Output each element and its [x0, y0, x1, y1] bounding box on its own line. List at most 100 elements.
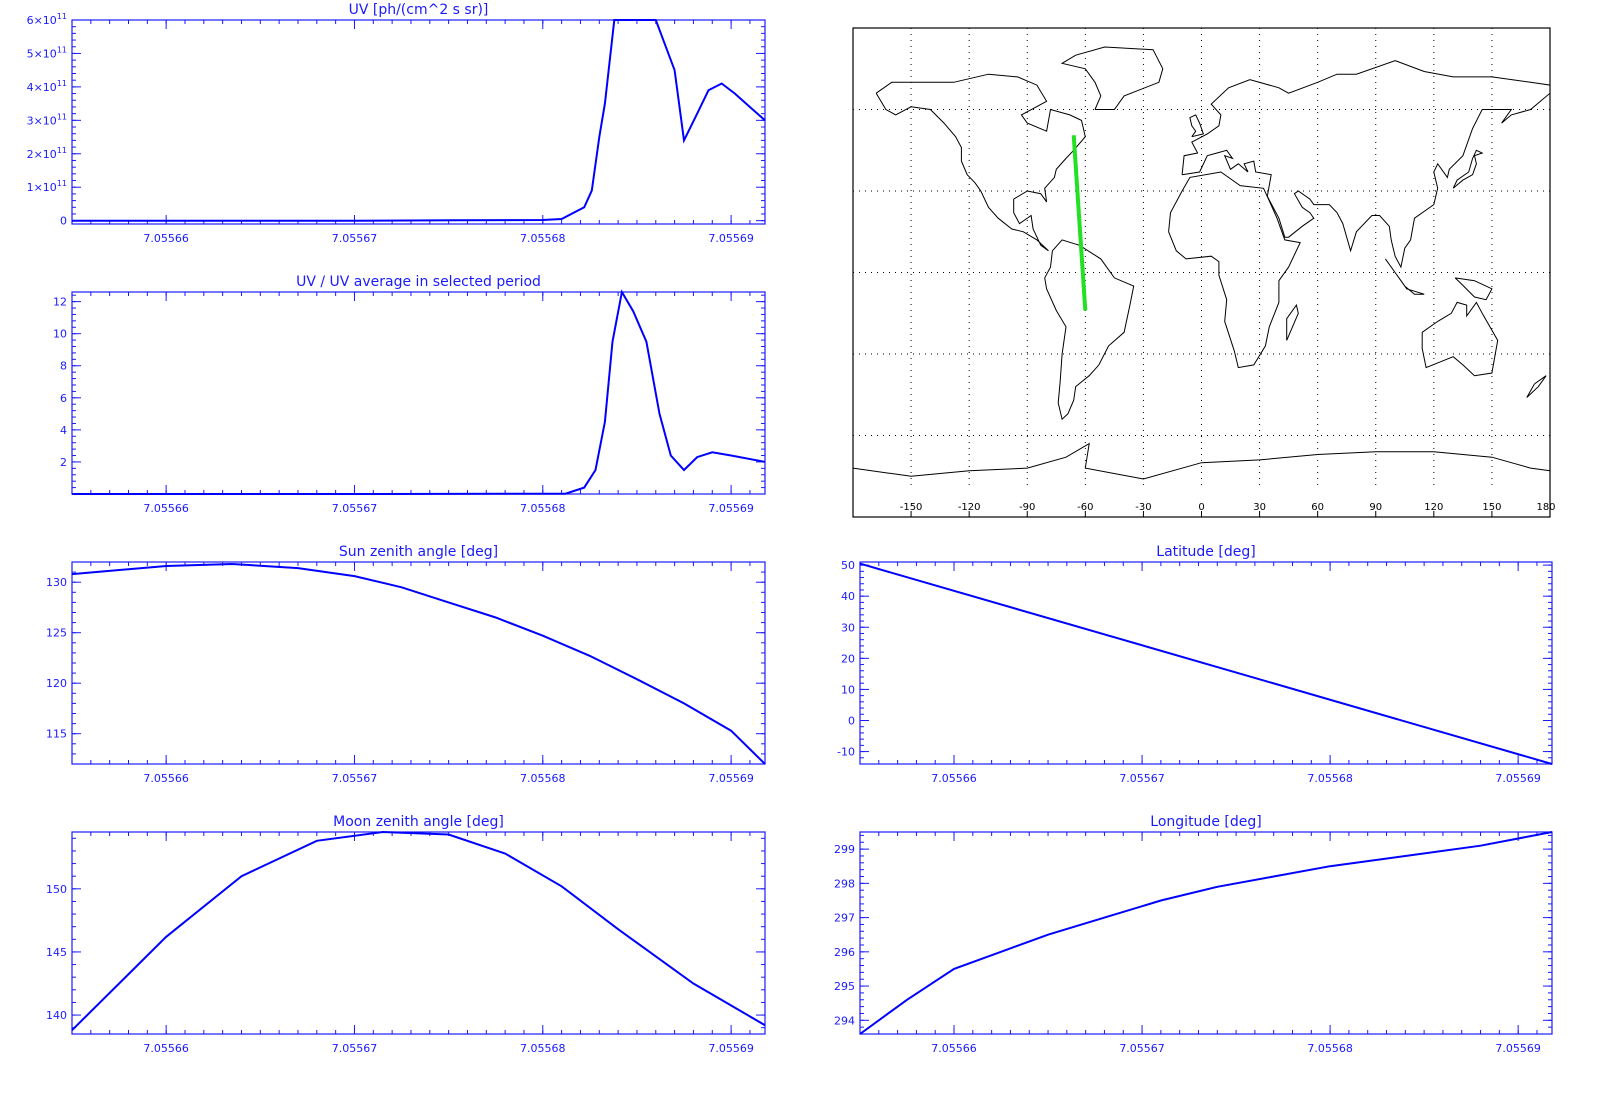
- x-tick-label: 7.05566: [143, 1042, 189, 1055]
- x-tick-label: 7.05566: [931, 1042, 977, 1055]
- chart-panel: Moon zenith angle [deg] 7.05566 7.05567 7.0…: [46, 814, 766, 1055]
- x-tick-label: 7.05569: [708, 232, 754, 245]
- x-tick-label: 7.05569: [708, 1042, 754, 1055]
- x-tick-label: 7.05567: [1119, 772, 1165, 785]
- series-line: [71, 562, 766, 765]
- x-tick-label: 7.05569: [1495, 772, 1541, 785]
- y-tick-label: 120: [46, 677, 67, 690]
- chart-title: UV [ph/(cm^2 s sr)]: [349, 2, 489, 18]
- map-lon-label: 30: [1253, 502, 1266, 513]
- x-tick-label: 7.05566: [931, 772, 977, 785]
- chart-panel: Latitude [deg] 7.05566 7.05567 7.05568 7.055…: [837, 544, 1553, 785]
- map-lon-label: 60: [1311, 502, 1324, 513]
- y-tick-exponent: 11: [57, 12, 67, 21]
- x-tick-label: 7.05569: [708, 772, 754, 785]
- coastline: [1189, 114, 1205, 138]
- x-tick-label: 7.05569: [708, 502, 754, 515]
- coastline: [1452, 149, 1484, 189]
- x-tick-label: 7.05566: [143, 232, 189, 245]
- y-tick-label: 3×1011: [27, 112, 67, 127]
- y-tick-label: 10: [841, 683, 855, 696]
- x-tick-label: 7.05568: [520, 1042, 566, 1055]
- y-tick-exponent: 11: [57, 112, 67, 121]
- y-tick-label: 145: [46, 946, 67, 959]
- y-tick-label: -10: [837, 746, 855, 759]
- y-tick-label: 2×1011: [27, 146, 67, 161]
- satellite-track: [1071, 135, 1088, 311]
- axis-frame: [859, 561, 1553, 765]
- y-tick-label: 5×1011: [27, 45, 67, 60]
- x-tick-label: 7.05568: [1307, 772, 1353, 785]
- chart-title: UV / UV average in selected period: [296, 274, 541, 290]
- y-tick-label: 6×1011: [27, 12, 67, 27]
- coastline: [1526, 375, 1547, 398]
- x-tick-label: 7.05568: [520, 232, 566, 245]
- x-tick-label: 7.05568: [1307, 1042, 1353, 1055]
- y-tick-label: 296: [834, 946, 855, 959]
- y-tick-label: 6: [60, 392, 67, 405]
- map-lon-label: -90: [1019, 502, 1035, 513]
- y-tick-label: 50: [841, 559, 855, 572]
- coastline: [1044, 239, 1135, 421]
- y-tick-label: 150: [46, 883, 67, 896]
- y-tick-label: 295: [834, 980, 855, 993]
- coastline: [852, 442, 1551, 480]
- coastline: [1181, 60, 1551, 269]
- chart-title: Latitude [deg]: [1156, 544, 1255, 560]
- y-tick-label: 40: [841, 590, 855, 603]
- y-tick-label: 0: [60, 215, 67, 228]
- chart-panel: Sun zenith angle [deg] 7.05566 7.05567 7.05…: [46, 544, 766, 785]
- world-map: -150 -120 -90 -60 -30 0 30 60 90 120 150 180: [852, 27, 1556, 518]
- y-tick-label: 4: [60, 424, 67, 437]
- series-line: [72, 19, 766, 222]
- x-tick-label: 7.05569: [1495, 1042, 1541, 1055]
- x-tick-label: 7.05566: [143, 772, 189, 785]
- series-line: [859, 562, 1553, 765]
- chart-panel: UV / UV average in selected period 7.0556…: [53, 274, 766, 515]
- axis-frame: [71, 19, 766, 225]
- x-tick-label: 7.05567: [332, 502, 378, 515]
- series-line: [859, 831, 1553, 1035]
- coastline: [1168, 171, 1301, 369]
- map-lon-label: 180: [1536, 502, 1555, 513]
- y-tick-label: 140: [46, 1009, 67, 1022]
- coastline: [1454, 277, 1493, 301]
- y-tick-label: 30: [841, 621, 855, 634]
- axis-frame: [859, 831, 1553, 1035]
- map-lon-label: 0: [1198, 502, 1204, 513]
- y-tick-label: 115: [46, 728, 67, 741]
- y-tick-label: 298: [834, 877, 855, 890]
- x-tick-label: 7.05567: [332, 1042, 378, 1055]
- y-tick-label: 294: [834, 1014, 855, 1027]
- map-lon-label: -60: [1077, 502, 1093, 513]
- coastline: [1384, 258, 1425, 295]
- y-tick-label: 0: [848, 714, 855, 727]
- chart-title: Sun zenith angle [deg]: [339, 544, 498, 560]
- y-tick-label: 2: [60, 456, 67, 469]
- chart-panel: Longitude [deg] 7.05566 7.05567 7.05568 7.05…: [834, 814, 1553, 1055]
- chart-title: Moon zenith angle [deg]: [333, 814, 504, 830]
- series-line: [72, 289, 766, 495]
- map-lon-label: -30: [1135, 502, 1151, 513]
- y-tick-label: 12: [53, 296, 67, 309]
- y-tick-label: 125: [46, 627, 67, 640]
- axis-frame: [71, 291, 766, 495]
- y-tick-label: 1×1011: [27, 179, 67, 194]
- y-tick-label: 297: [834, 912, 855, 925]
- y-tick-exponent: 11: [57, 146, 67, 155]
- coastline: [1060, 46, 1164, 110]
- x-tick-label: 7.05566: [143, 502, 189, 515]
- coastline: [1421, 301, 1499, 377]
- x-tick-label: 7.05568: [520, 772, 566, 785]
- coastline: [1286, 303, 1299, 341]
- x-tick-label: 7.05567: [1119, 1042, 1165, 1055]
- y-tick-label: 10: [53, 328, 67, 341]
- y-tick-exponent: 11: [57, 79, 67, 88]
- coastline: [875, 73, 1086, 252]
- map-lon-label: 90: [1369, 502, 1382, 513]
- chart-title: Longitude [deg]: [1150, 814, 1261, 830]
- x-tick-label: 7.05568: [520, 502, 566, 515]
- x-tick-label: 7.05567: [332, 772, 378, 785]
- x-tick-label: 7.05567: [332, 232, 378, 245]
